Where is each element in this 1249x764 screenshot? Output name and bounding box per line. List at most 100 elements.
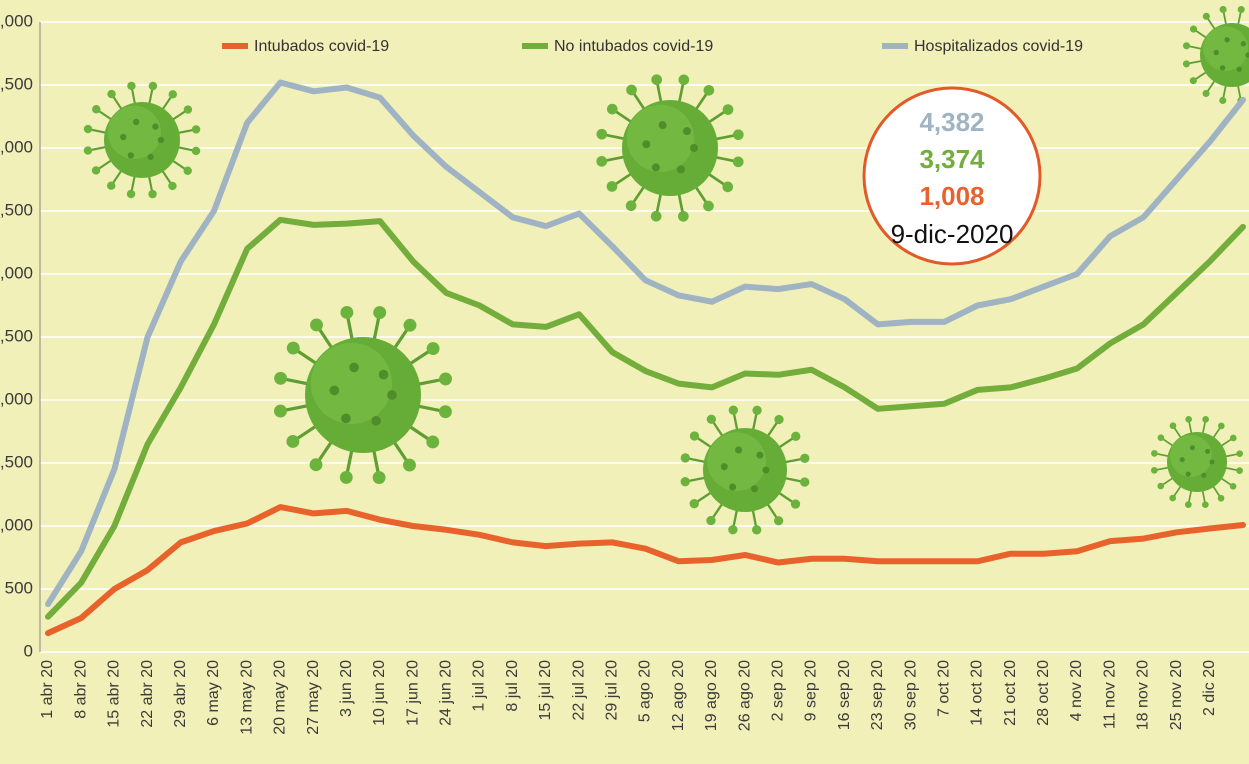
x-tick-label: 23 sep 20: [869, 660, 886, 730]
x-tick-label: 20 may 20: [272, 660, 289, 735]
x-tick-label: 15 jul 20: [537, 660, 554, 721]
virus-spike-tip: [800, 454, 809, 463]
annotation-date: 9-dic-2020: [891, 219, 1014, 249]
y-tick-label: 2,500: [0, 326, 33, 345]
virus-spike-tip: [681, 477, 690, 486]
x-tick-label: 4 nov 20: [1068, 660, 1085, 721]
virus-dot: [751, 485, 758, 492]
virus-spike-tip: [607, 104, 618, 115]
virus-highlight: [108, 106, 161, 159]
background: [0, 0, 1249, 764]
virus-spike-tip: [274, 405, 287, 418]
x-tick-label: 9 sep 20: [803, 660, 820, 721]
x-tick-label: 26 ago 20: [736, 660, 753, 731]
x-tick-label: 10 jun 20: [371, 660, 388, 726]
virus-spike-tip: [607, 181, 618, 192]
virus-spike-tip: [681, 453, 690, 462]
x-tick-label: 18 nov 20: [1135, 660, 1152, 730]
virus-spike-tip: [1169, 495, 1176, 502]
virus-spike-tip: [192, 147, 200, 155]
x-tick-label: 1 abr 20: [39, 660, 56, 719]
virus-spike-tip: [1230, 483, 1237, 490]
virus-dot: [690, 144, 698, 152]
x-tick-label: 29 jul 20: [604, 660, 621, 721]
y-tick-label: 0: [24, 641, 33, 660]
virus-spike-tip: [596, 156, 607, 167]
virus-spike-tip: [626, 200, 637, 211]
virus-dot: [756, 452, 763, 459]
virus-spike-tip: [168, 182, 176, 190]
value-label: 3,374: [919, 144, 985, 174]
legend-label: Hospitalizados covid-19: [914, 38, 1083, 55]
virus-spike-tip: [1151, 450, 1158, 457]
virus-spike-tip: [1220, 6, 1227, 13]
virus-spike-tip: [1190, 26, 1197, 33]
virus-spike-tip: [752, 525, 761, 534]
x-tick-label: 27 may 20: [305, 660, 322, 735]
virus-dot: [379, 370, 389, 380]
value-label: 1,008: [919, 181, 984, 211]
virus-dot: [1214, 50, 1219, 55]
x-tick-label: 3 jun 20: [338, 660, 355, 717]
virus-dot: [371, 416, 381, 426]
legend: Intubados covid-19No intubados covid-19H…: [222, 38, 1083, 55]
virus-spike-tip: [287, 342, 300, 355]
virus-dot: [1180, 457, 1185, 462]
virus-spike-tip: [722, 182, 733, 193]
virus-spike-tip: [774, 415, 783, 424]
x-tick-label: 2 dic 20: [1201, 660, 1218, 716]
virus-dot: [683, 127, 691, 135]
y-tick-label: 500: [5, 578, 33, 597]
virus-spike-tip: [1157, 483, 1164, 490]
x-tick-label: 11 nov 20: [1101, 660, 1118, 729]
virus-dot: [1210, 460, 1215, 465]
virus-spike-tip: [148, 190, 156, 198]
x-tick-label: 5 ago 20: [637, 660, 654, 722]
virus-spike-tip: [274, 372, 287, 385]
virus-spike-tip: [310, 318, 323, 331]
virus-spike-tip: [1218, 495, 1225, 502]
virus-spike-tip: [1202, 416, 1209, 423]
virus-dot: [729, 483, 736, 490]
virus-highlight: [627, 105, 694, 172]
virus-spike-tip: [169, 90, 177, 98]
virus-highlight: [1203, 26, 1248, 71]
virus-dot: [120, 134, 126, 140]
virus-dot: [652, 163, 660, 171]
virus-dot: [721, 463, 728, 470]
x-tick-label: 12 ago 20: [670, 660, 687, 731]
virus-spike-tip: [403, 459, 416, 472]
y-tick-label: 4,500: [0, 74, 33, 93]
y-tick-label: 3,000: [0, 263, 33, 282]
virus-spike-tip: [626, 85, 637, 96]
virus-spike-tip: [426, 436, 439, 449]
virus-spike-tip: [404, 319, 417, 332]
virus-spike-tip: [92, 105, 100, 113]
virus-spike-tip: [651, 211, 662, 222]
virus-spike-tip: [1236, 450, 1243, 457]
x-tick-label: 22 abr 20: [139, 660, 156, 728]
y-tick-label: 1,000: [0, 515, 33, 534]
virus-spike-tip: [1190, 77, 1197, 84]
virus-spike-tip: [703, 201, 714, 212]
virus-spike-tip: [774, 516, 783, 525]
virus-spike-tip: [791, 432, 800, 441]
virus-spike-tip: [340, 306, 353, 319]
virus-spike-tip: [791, 499, 800, 508]
virus-spike-tip: [439, 405, 452, 418]
virus-dot: [763, 467, 770, 474]
virus-spike-tip: [729, 406, 738, 415]
virus-spike-tip: [1158, 434, 1165, 441]
virus-spike-tip: [340, 471, 353, 484]
x-tick-label: 30 sep 20: [902, 660, 919, 730]
virus-dot: [341, 414, 351, 424]
virus-spike-tip: [733, 156, 744, 167]
virus-dot: [1220, 65, 1225, 70]
virus-spike-tip: [1236, 467, 1243, 474]
virus-spike-tip: [310, 458, 323, 471]
virus-dot: [642, 140, 650, 148]
x-tick-label: 14 oct 20: [969, 660, 986, 726]
virus-dot: [1224, 37, 1229, 42]
virus-spike-tip: [1203, 90, 1210, 97]
virus-spike-tip: [127, 190, 135, 198]
